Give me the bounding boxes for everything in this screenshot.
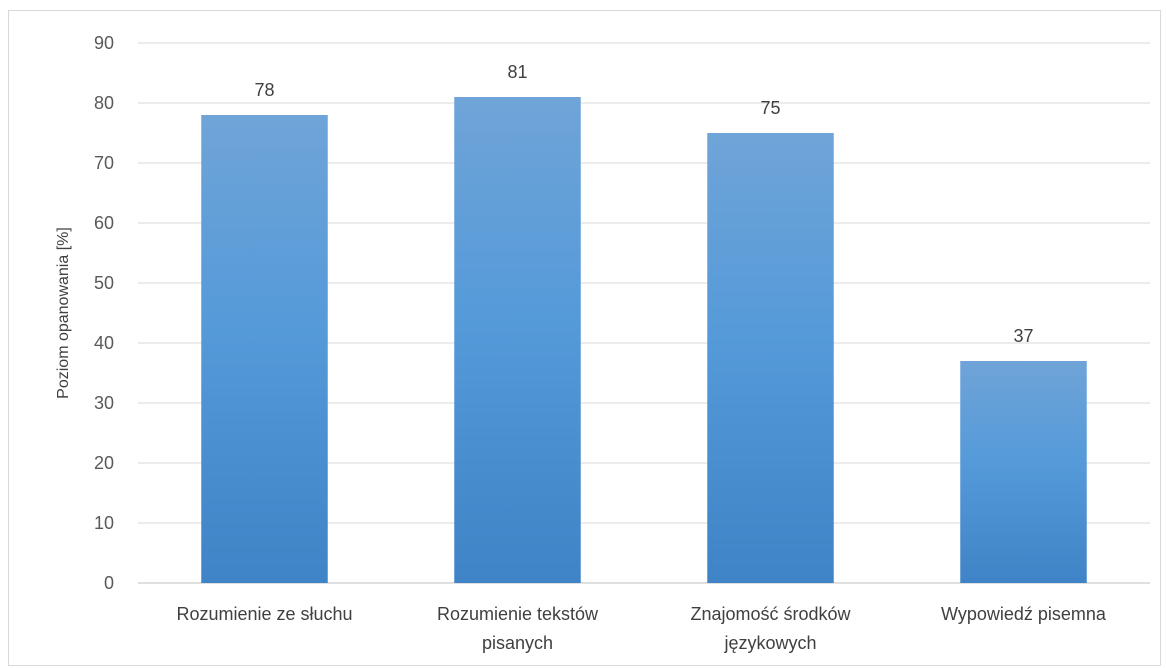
bar [960,361,1087,583]
y-tick-label: 30 [94,393,114,413]
data-label: 81 [507,62,527,82]
y-tick-label: 70 [94,153,114,173]
data-label: 78 [254,80,274,100]
x-category-label: Rozumienie tekstów [437,604,599,624]
y-tick-label: 20 [94,453,114,473]
labels: 0 10 20 30 40 50 60 70 80 90 78 Rozumienie ze słuch… [94,33,1107,653]
bar [707,133,834,583]
data-label: 37 [1013,326,1033,346]
y-tick-label: 80 [94,93,114,113]
y-axis-title: Poziom opanowania [%] [55,227,72,399]
y-tick-label: 40 [94,333,114,353]
x-category-label: Rozumienie ze słuchu [176,604,352,624]
y-tick-label: 50 [94,273,114,293]
y-tick-label: 90 [94,33,114,53]
y-tick-label: 0 [104,573,114,593]
bar [454,97,581,583]
x-category-label: językowych [723,633,816,653]
data-label: 75 [760,98,780,118]
bars [201,97,1087,583]
y-tick-label: 10 [94,513,114,533]
x-category-label: pisanych [482,633,553,653]
bar [201,115,328,583]
x-category-label: Znajomość środków [690,604,851,624]
y-tick-label: 60 [94,213,114,233]
x-category-label: Wypowiedź pisemna [941,604,1107,624]
